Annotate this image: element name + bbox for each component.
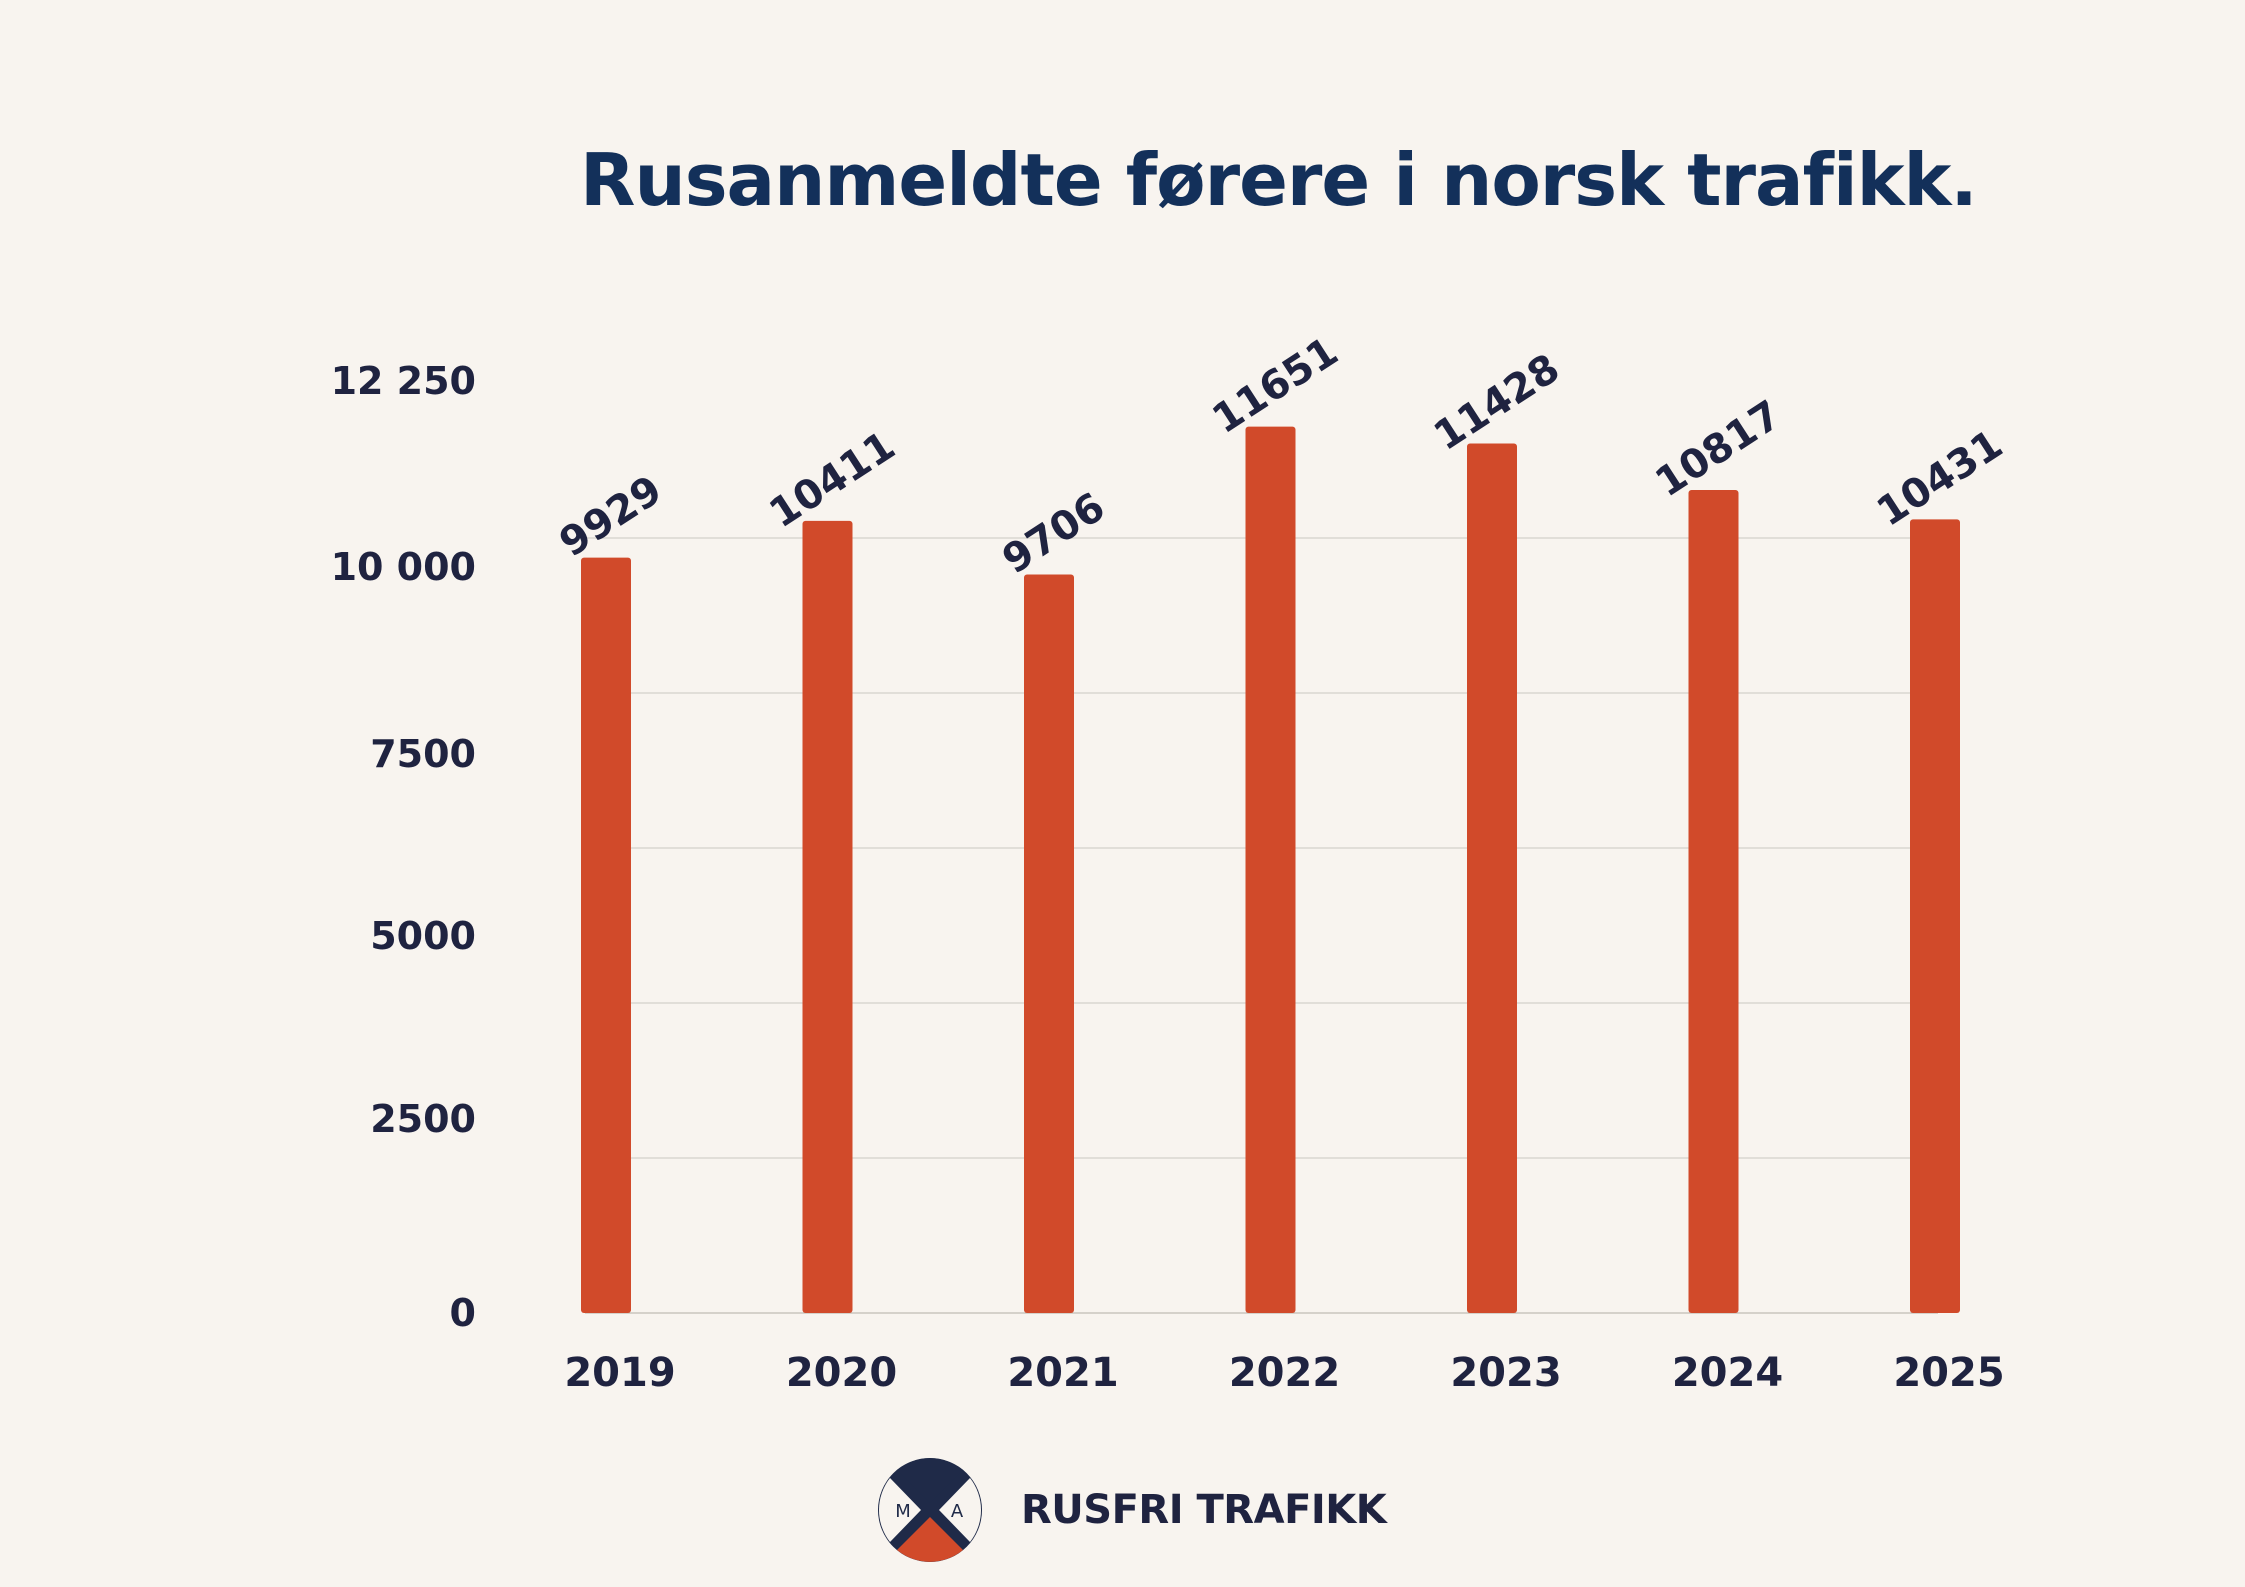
data-label: 11651: [1205, 328, 1347, 442]
bars: [581, 426, 1960, 1314]
y-tick-label: 7500: [370, 732, 476, 776]
data-label: 10817: [1648, 392, 1790, 506]
y-tick-label: 10 000: [331, 545, 476, 589]
y-tick-label: 5000: [370, 914, 476, 958]
footer-brand: M A RUSFRI TRAFIKK: [873, 1455, 1387, 1565]
y-tick-label: 2500: [370, 1097, 476, 1141]
data-label: 10411: [762, 423, 904, 537]
bar: [802, 520, 853, 1313]
y-axis-tick-labels: 0 2500 5000 7500 10 000 12 250: [331, 359, 476, 1335]
bar: [581, 557, 631, 1313]
bar-chart: 0 2500 5000 7500 10 000 12 250 9929 10411 9706 1…: [331, 328, 2011, 1396]
y-tick-label: 0: [450, 1291, 476, 1335]
x-tick-label: 2025: [1893, 1350, 2004, 1396]
logo-letter-a: A: [951, 1501, 964, 1522]
x-tick-label: 2023: [1450, 1350, 1561, 1396]
y-tick-label: 12 250: [331, 359, 476, 403]
x-axis-tick-labels: 2019 2020 2021 2022 2023 2024 2025: [564, 1350, 2004, 1396]
data-label: 11428: [1426, 345, 1568, 459]
bar: [1467, 443, 1517, 1314]
x-tick-label: 2020: [786, 1350, 897, 1396]
data-label: 10431: [1869, 421, 2011, 535]
bar: [1024, 574, 1074, 1313]
x-tick-label: 2019: [564, 1350, 675, 1396]
x-tick-label: 2024: [1672, 1350, 1783, 1396]
bar: [1688, 490, 1739, 1313]
data-label: 9706: [995, 484, 1113, 583]
logo-letter-m: M: [895, 1501, 911, 1522]
x-tick-label: 2021: [1007, 1350, 1118, 1396]
bar: [1245, 426, 1296, 1314]
brand-name: RUSFRI TRAFIKK: [1021, 1487, 1387, 1533]
bar: [1910, 519, 1960, 1313]
x-tick-label: 2022: [1229, 1350, 1340, 1396]
rusfri-logo-icon: M A: [878, 1458, 982, 1562]
chart-title: Rusanmeldte førere i norsk trafikk.: [580, 138, 1978, 222]
data-label: 9929: [552, 467, 670, 566]
